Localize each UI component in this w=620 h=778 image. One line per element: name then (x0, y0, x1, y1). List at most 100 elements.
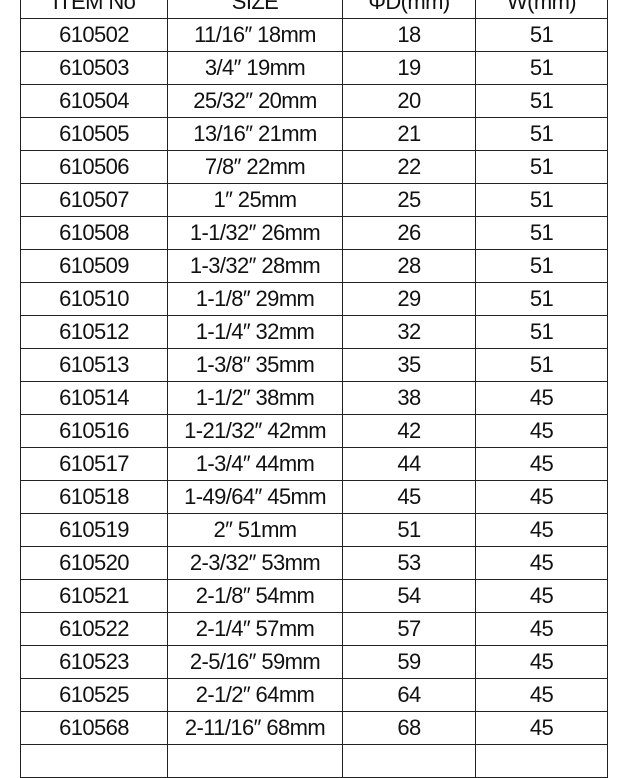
width-cell: 51 (475, 18, 608, 52)
item-no-cell: 610503 (20, 51, 168, 85)
width-cell: 45 (475, 381, 608, 415)
size-cell: 2-5/16″ 59mm (167, 645, 343, 679)
diameter-cell: 51 (342, 513, 476, 547)
size-cell: 25/32″ 20mm (167, 84, 343, 118)
item-no-cell: 610505 (20, 117, 168, 151)
table-row: 610510 1-1/8″ 29mm 29 51 (20, 282, 608, 316)
diameter-cell: 32 (342, 315, 476, 349)
socket-size-table: ITEM No SIZE ΦD(mm) W(mm) 610502 11/16″ 1… (20, 0, 608, 778)
diameter-cell: 68 (342, 711, 476, 745)
item-no-cell: 610504 (20, 84, 168, 118)
size-cell: 2″ 51mm (167, 513, 343, 547)
size-cell: 1-1/8″ 29mm (167, 282, 343, 316)
table-row: 610520 2-3/32″ 53mm 53 45 (20, 546, 608, 580)
size-cell: 1-3/4″ 44mm (167, 447, 343, 481)
item-no-cell: 610520 (20, 546, 168, 580)
width-cell: 45 (475, 678, 608, 712)
empty-cell (342, 744, 476, 778)
item-no-cell: 610502 (20, 18, 168, 52)
size-cell: 2-1/8″ 54mm (167, 579, 343, 613)
diameter-cell: 29 (342, 282, 476, 316)
width-cell: 51 (475, 84, 608, 118)
table-row: 610521 2-1/8″ 54mm 54 45 (20, 579, 608, 613)
table-row: 610522 2-1/4″ 57mm 57 45 (20, 612, 608, 646)
diameter-cell: 28 (342, 249, 476, 283)
diameter-cell: 38 (342, 381, 476, 415)
width-cell: 45 (475, 711, 608, 745)
size-cell: 1-21/32″ 42mm (167, 414, 343, 448)
size-cell: 2-1/4″ 57mm (167, 612, 343, 646)
size-cell: 1-3/8″ 35mm (167, 348, 343, 382)
size-cell: 2-11/16″ 68mm (167, 711, 343, 745)
size-cell: 1″ 25mm (167, 183, 343, 217)
item-no-cell: 610507 (20, 183, 168, 217)
empty-cell (475, 744, 608, 778)
table-row: 610506 7/8″ 22mm 22 51 (20, 150, 608, 184)
empty-cell (20, 744, 168, 778)
width-cell: 45 (475, 612, 608, 646)
table-row: 610514 1-1/2″ 38mm 38 45 (20, 381, 608, 415)
diameter-cell: 18 (342, 18, 476, 52)
table-row: 610568 2-11/16″ 68mm 68 45 (20, 711, 608, 745)
table-row: 610505 13/16″ 21mm 21 51 (20, 117, 608, 151)
width-cell: 45 (475, 414, 608, 448)
width-cell: 45 (475, 579, 608, 613)
size-cell: 2-1/2″ 64mm (167, 678, 343, 712)
width-cell: 45 (475, 546, 608, 580)
header-size: SIZE (167, 0, 343, 19)
diameter-cell: 25 (342, 183, 476, 217)
table-row: 610508 1-1/32″ 26mm 26 51 (20, 216, 608, 250)
item-no-cell: 610568 (20, 711, 168, 745)
width-cell: 51 (475, 150, 608, 184)
size-cell: 2-3/32″ 53mm (167, 546, 343, 580)
size-cell: 1-1/2″ 38mm (167, 381, 343, 415)
diameter-cell: 57 (342, 612, 476, 646)
diameter-cell: 21 (342, 117, 476, 151)
diameter-cell: 42 (342, 414, 476, 448)
size-cell: 7/8″ 22mm (167, 150, 343, 184)
empty-cell (167, 744, 343, 778)
table-row: 610512 1-1/4″ 32mm 32 51 (20, 315, 608, 349)
width-cell: 51 (475, 117, 608, 151)
table-row: 610517 1-3/4″ 44mm 44 45 (20, 447, 608, 481)
size-cell: 11/16″ 18mm (167, 18, 343, 52)
table-row: 610523 2-5/16″ 59mm 59 45 (20, 645, 608, 679)
header-width: W(mm) (475, 0, 608, 19)
table-row: 610518 1-49/64″ 45mm 45 45 (20, 480, 608, 514)
size-cell: 1-3/32″ 28mm (167, 249, 343, 283)
diameter-cell: 53 (342, 546, 476, 580)
header-diameter: ΦD(mm) (342, 0, 476, 19)
width-cell: 51 (475, 183, 608, 217)
table-row: 610525 2-1/2″ 64mm 64 45 (20, 678, 608, 712)
width-cell: 45 (475, 480, 608, 514)
item-no-cell: 610510 (20, 282, 168, 316)
width-cell: 51 (475, 315, 608, 349)
size-cell: 3/4″ 19mm (167, 51, 343, 85)
width-cell: 51 (475, 282, 608, 316)
header-item-no: ITEM No (20, 0, 168, 19)
diameter-cell: 26 (342, 216, 476, 250)
item-no-cell: 610525 (20, 678, 168, 712)
item-no-cell: 610506 (20, 150, 168, 184)
item-no-cell: 610521 (20, 579, 168, 613)
diameter-cell: 64 (342, 678, 476, 712)
table-row: 610507 1″ 25mm 25 51 (20, 183, 608, 217)
size-cell: 1-1/32″ 26mm (167, 216, 343, 250)
table-row: 610513 1-3/8″ 35mm 35 51 (20, 348, 608, 382)
width-cell: 45 (475, 513, 608, 547)
table-row-partial (20, 744, 608, 778)
item-no-cell: 610519 (20, 513, 168, 547)
item-no-cell: 610518 (20, 480, 168, 514)
item-no-cell: 610509 (20, 249, 168, 283)
header-row: ITEM No SIZE ΦD(mm) W(mm) (20, 0, 608, 19)
diameter-cell: 35 (342, 348, 476, 382)
table-row: 610516 1-21/32″ 42mm 42 45 (20, 414, 608, 448)
diameter-cell: 59 (342, 645, 476, 679)
width-cell: 51 (475, 51, 608, 85)
table-row: 610502 11/16″ 18mm 18 51 (20, 18, 608, 52)
item-no-cell: 610516 (20, 414, 168, 448)
table-row: 610519 2″ 51mm 51 45 (20, 513, 608, 547)
table-row: 610503 3/4″ 19mm 19 51 (20, 51, 608, 85)
width-cell: 45 (475, 645, 608, 679)
diameter-cell: 20 (342, 84, 476, 118)
